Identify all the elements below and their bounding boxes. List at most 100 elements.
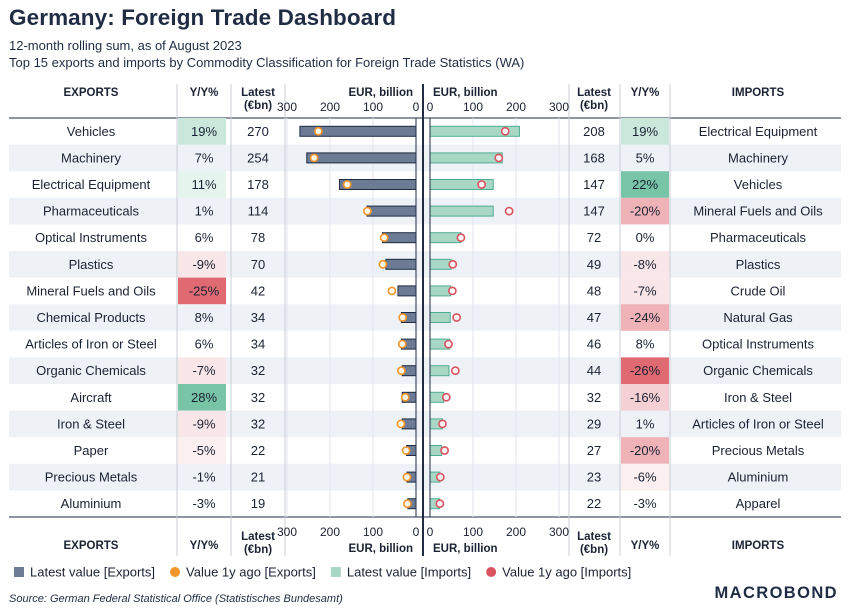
import-yy-cell [621, 251, 669, 278]
import-yy-value: 19% [632, 124, 658, 139]
import-category-label: Natural Gas [723, 310, 793, 325]
import-yy-value: -8% [633, 257, 657, 272]
import-year-ago-dot [438, 419, 447, 429]
footer-exports-latest-unit: (€bn) [244, 544, 272, 556]
import-year-ago-dot [450, 366, 460, 376]
export-axis-title-bottom: EUR, billion [348, 543, 413, 555]
export-year-ago-dot [396, 419, 406, 429]
import-year-ago-dot [441, 392, 451, 402]
import-yy-value: 8% [636, 337, 655, 352]
export-yy-cell [178, 384, 226, 411]
export-yy-value: -1% [192, 470, 216, 485]
export-yy-value: -3% [192, 496, 216, 511]
export-bar [366, 205, 417, 217]
header-imports-yy-label: Y/Y% [631, 87, 660, 99]
subtitle-line-2: Top 15 exports and imports by Commodity … [9, 55, 525, 70]
export-yy-cell [178, 251, 226, 278]
export-latest-value: 178 [247, 177, 269, 192]
export-yy-value: -9% [192, 416, 216, 431]
legend-label: Latest value [Exports] [30, 565, 155, 580]
export-bar [306, 152, 417, 164]
import-latest-value: 49 [587, 257, 601, 272]
export-latest-value: 21 [251, 470, 265, 485]
export-year-ago-dot [400, 392, 410, 402]
import-latest-value: 47 [587, 310, 601, 325]
header-imports-latest-label: Latest [577, 87, 611, 99]
export-latest-value: 34 [251, 310, 265, 325]
import-year-ago-dot [448, 259, 458, 269]
export-latest-value: 70 [251, 257, 265, 272]
import-latest-value: 29 [587, 416, 601, 431]
import-tick-top: 300 [549, 100, 569, 114]
export-yy-cell [178, 437, 226, 464]
header-exports-label: EXPORTS [64, 87, 119, 99]
row-band [9, 144, 841, 172]
row-band [9, 463, 841, 491]
import-bar [429, 391, 445, 403]
export-latest-value: 254 [247, 150, 269, 165]
import-tick-top: 100 [463, 100, 483, 114]
export-tick-top: 0 [413, 100, 420, 114]
export-year-ago-dot [397, 339, 407, 349]
export-year-ago-dot [402, 472, 412, 482]
import-yy-cell [621, 304, 669, 331]
import-category-label: Vehicles [734, 177, 783, 192]
import-latest-value: 147 [583, 177, 605, 192]
import-year-ago-dot [504, 206, 514, 216]
footer-exports-latest-label: Latest [241, 531, 275, 543]
import-bar [429, 152, 503, 164]
import-tick-bottom: 100 [463, 525, 483, 539]
export-tick-bottom: 0 [413, 525, 420, 539]
export-latest-value: 32 [251, 390, 265, 405]
row-band [9, 304, 841, 331]
import-bar [429, 285, 452, 297]
legend-swatch-dot [486, 567, 497, 577]
import-latest-value: 147 [583, 204, 605, 219]
import-tick-bottom: 300 [549, 525, 569, 539]
import-yy-cell [621, 384, 669, 411]
export-latest-value: 78 [251, 230, 265, 245]
export-year-ago-dot [309, 153, 319, 163]
export-category-label: Aircraft [70, 390, 112, 405]
import-yy-value: -24% [630, 310, 661, 325]
header-exports-yy-label: Y/Y% [190, 87, 219, 99]
import-year-ago-dot [435, 472, 445, 482]
export-bar [397, 285, 417, 297]
export-category-label: Optical Instruments [35, 230, 147, 245]
export-yy-value: 11% [191, 177, 216, 192]
export-tick-bottom: 300 [277, 525, 297, 539]
import-bar [429, 232, 462, 244]
export-year-ago-dot [342, 180, 352, 189]
export-category-label: Machinery [61, 150, 121, 165]
export-latest-value: 114 [248, 204, 269, 219]
export-year-ago-dot [387, 286, 397, 296]
row-band [9, 251, 841, 278]
import-year-ago-dot [477, 180, 486, 189]
import-bar [429, 365, 450, 377]
export-yy-value: 28% [191, 390, 217, 405]
import-yy-cell [621, 277, 669, 305]
import-bar [429, 258, 452, 270]
legend-label: Value 1y ago [Exports] [186, 565, 316, 580]
import-year-ago-dot [444, 339, 453, 349]
import-category-label: Optical Instruments [702, 337, 814, 352]
header-imports-latest-unit: (€bn) [580, 100, 608, 112]
export-tick-bottom: 100 [363, 525, 383, 539]
import-year-ago-dot [452, 313, 462, 322]
import-bar [429, 312, 451, 323]
import-latest-value: 32 [587, 390, 601, 405]
export-category-label: Iron & Steel [57, 416, 125, 431]
export-yy-value: 6% [195, 337, 214, 352]
legend-swatch-bar [14, 567, 24, 577]
header-exports-latest-unit: (€bn) [244, 100, 272, 112]
export-yy-value: -7% [192, 363, 216, 378]
footer-imports-latest-label: Latest [577, 531, 611, 543]
footer-exports-label: EXPORTS [64, 540, 119, 552]
import-year-ago-dot [440, 446, 450, 455]
import-yy-cell [621, 171, 669, 198]
export-latest-value: 34 [251, 337, 265, 352]
export-year-ago-dot [402, 499, 412, 509]
export-year-ago-dot [379, 233, 389, 243]
export-category-label: Plastics [69, 257, 114, 272]
